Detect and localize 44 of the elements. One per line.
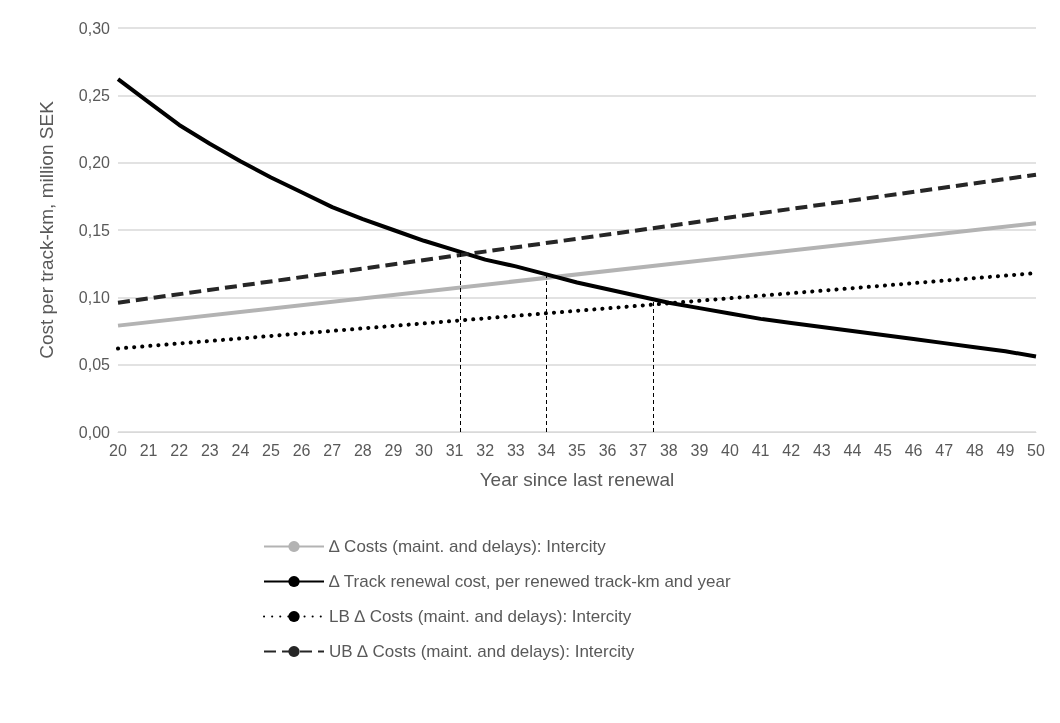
legend-label: UB ∆ Costs (maint. and delays): Intercity [329,642,635,661]
x-tick-label: 41 [751,441,770,459]
x-tick-label: 50 [1027,441,1045,459]
x-tick-label: 26 [292,441,311,459]
y-tick-label: 0,00 [78,423,111,441]
legend-label: ∆ Costs (maint. and delays): Intercity [329,537,607,556]
x-tick-label: 29 [384,441,403,459]
x-tick-label: 21 [139,441,158,459]
x-tick-label: 45 [874,441,892,459]
x-tick-label: 32 [476,441,495,459]
x-tick-label: 30 [415,441,433,459]
x-tick-label: 20 [109,441,127,459]
y-tick-label: 0,15 [78,221,111,239]
y-tick-label: 0,20 [78,154,111,172]
x-tick-label: 23 [200,441,219,459]
y-tick-label: 0,05 [78,356,111,374]
x-tick-label: 33 [506,441,525,459]
x-tick-label: 38 [659,441,678,459]
x-tick-label: 35 [568,441,586,459]
x-tick-label: 48 [965,441,984,459]
x-tick-label: 25 [262,441,280,459]
x-tick-label: 44 [843,441,862,459]
legend-label: LB ∆ Costs (maint. and delays): Intercity [329,607,632,626]
y-axis-title: Cost per track-km, million SEK [36,100,57,359]
x-tick-label: 46 [904,441,923,459]
x-tick-label: 28 [353,441,372,459]
x-axis-title: Year since last renewal [479,469,675,490]
x-tick-label: 47 [935,441,954,459]
x-tick-label: 43 [812,441,831,459]
x-tick-label: 36 [598,441,617,459]
legend-label: ∆ Track renewal cost, per renewed track-km and year [329,572,731,591]
x-tick-label: 22 [170,441,189,459]
y-tick-label: 0,25 [78,86,111,104]
y-tick-label: 0,10 [78,288,111,306]
x-tick-label: 40 [721,441,739,459]
x-tick-label: 39 [690,441,709,459]
x-tick-label: 34 [537,441,556,459]
x-tick-label: 24 [231,441,250,459]
y-tick-label: 0,30 [78,19,111,37]
x-tick-label: 27 [323,441,342,459]
x-tick-label: 31 [445,441,464,459]
x-tick-label: 37 [629,441,648,459]
x-tick-label: 42 [782,441,801,459]
x-tick-label: 49 [996,441,1015,459]
